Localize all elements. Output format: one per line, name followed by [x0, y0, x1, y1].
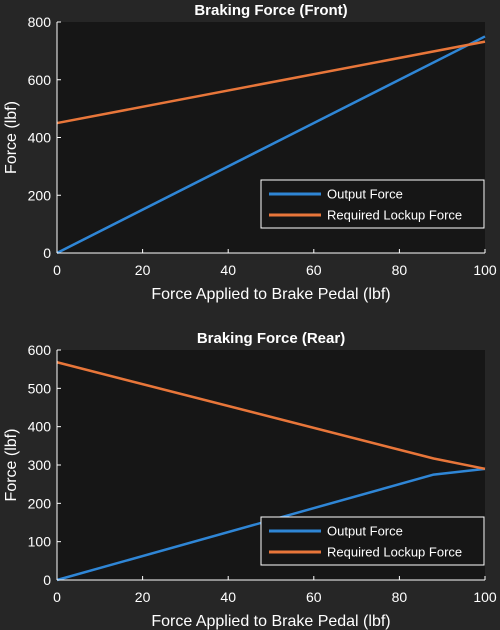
- x-tick-label: 0: [53, 589, 61, 605]
- x-tick-label: 100: [473, 262, 497, 278]
- x-axis-label: Force Applied to Brake Pedal (lbf): [151, 613, 390, 630]
- legend-box: [260, 516, 485, 566]
- y-tick-label: 800: [28, 14, 52, 30]
- series-line-required-lockup-force: [56, 361, 486, 471]
- legend-label: Output Force: [327, 187, 403, 202]
- legend: Output Force Required Lockup Force: [260, 179, 485, 229]
- chart-title: Braking Force (Rear): [197, 330, 345, 347]
- x-axis-label: Force Applied to Brake Pedal (lbf): [151, 286, 390, 303]
- x-tick-label: 20: [135, 262, 151, 278]
- legend-label: Required Lockup Force: [327, 545, 462, 560]
- y-tick-label: 600: [28, 342, 52, 358]
- y-tick-label: 500: [28, 380, 52, 396]
- y-axis-label: Force (lbf): [3, 429, 20, 502]
- x-tick-label: 60: [306, 589, 322, 605]
- y-tick-label: 200: [28, 495, 52, 511]
- y-tick-label: 400: [28, 130, 52, 146]
- x-tick-label: 40: [220, 262, 236, 278]
- x-tick-label: 20: [135, 589, 151, 605]
- y-tick-label: 300: [28, 457, 52, 473]
- legend-label: Output Force: [327, 524, 403, 539]
- legend: Output Force Required Lockup Force: [260, 516, 485, 566]
- y-tick-label: 600: [28, 72, 52, 88]
- legend-label: Required Lockup Force: [327, 208, 462, 223]
- series-line-output-force: [56, 467, 486, 582]
- y-tick-label: 0: [43, 572, 51, 588]
- x-tick-label: 80: [392, 589, 408, 605]
- y-tick-label: 200: [28, 187, 52, 203]
- y-tick-label: 100: [28, 534, 52, 550]
- legend-box: [260, 179, 485, 229]
- chart-title: Braking Force (Front): [194, 2, 347, 19]
- chart-panel-2: Braking Force (Rear) 0 20 40 60 80 100 0 100 200 3…: [3, 330, 497, 630]
- y-tick-label: 0: [43, 245, 51, 261]
- x-tick-label: 0: [53, 262, 61, 278]
- chart-panel-1: Braking Force (Front) 0 20 40 60 80 100 0 200 400…: [3, 2, 497, 303]
- x-tick-label: 40: [220, 589, 236, 605]
- x-tick-label: 80: [392, 262, 408, 278]
- series-line-required-lockup-force: [56, 40, 486, 125]
- x-tick-label: 60: [306, 262, 322, 278]
- series-line-output-force: [56, 35, 486, 255]
- y-tick-label: 400: [28, 419, 52, 435]
- y-axis-label: Force (lbf): [3, 101, 20, 174]
- x-tick-label: 100: [473, 589, 497, 605]
